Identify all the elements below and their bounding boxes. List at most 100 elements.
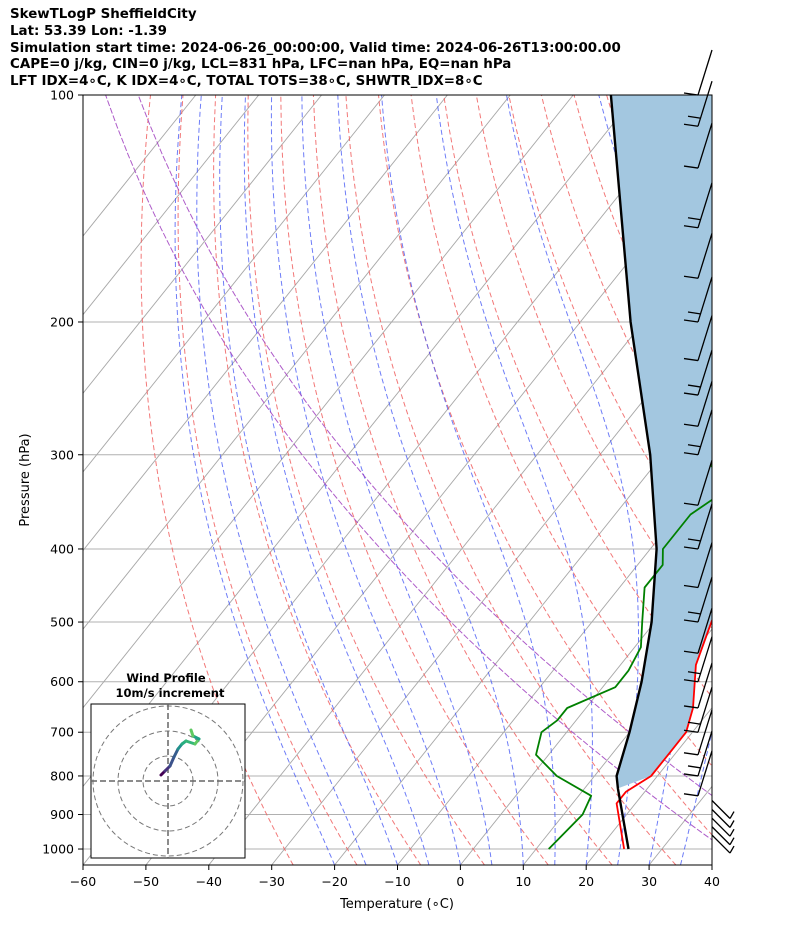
barb-flag xyxy=(729,828,735,837)
barb-flag xyxy=(683,123,699,127)
barb-flag xyxy=(683,679,699,683)
barb-staff xyxy=(697,709,713,756)
barb-flag xyxy=(687,311,702,315)
temperature-line xyxy=(615,618,712,850)
barb-flag xyxy=(683,275,699,279)
index-line: LFT IDX=4∘C, K IDX=4∘C, TOTAL TOTS=38∘C,… xyxy=(10,74,483,90)
chart-header: SkewTLogP SheffieldCity Lat: 53.39 Lon: … xyxy=(10,7,621,91)
wind-barb xyxy=(683,315,713,362)
dry-adiabat xyxy=(213,95,422,865)
wind-barb xyxy=(711,800,735,819)
barb-flag xyxy=(683,546,699,550)
wind-barb xyxy=(683,49,713,96)
y-tick-label: 1000 xyxy=(42,842,74,857)
moist-adiabat xyxy=(337,95,524,865)
barb-flag xyxy=(687,611,702,615)
wind-barb xyxy=(683,576,713,623)
isotherm-line xyxy=(460,549,712,865)
wind-barb xyxy=(711,809,735,828)
wind-barb xyxy=(683,122,713,169)
wind-barb xyxy=(683,460,713,506)
dry-adiabat xyxy=(770,95,794,865)
hodograph-trace xyxy=(184,739,197,746)
barb-staff xyxy=(711,800,731,819)
barb-flag xyxy=(729,837,735,846)
barb-staff xyxy=(711,817,731,837)
x-tick-label: 10 xyxy=(515,874,531,889)
dry-adiabat xyxy=(177,95,358,865)
isotherm-line xyxy=(271,313,712,865)
barb-flag xyxy=(687,538,702,542)
isotherm-line xyxy=(585,707,712,865)
hodograph-trace xyxy=(189,728,195,738)
wind-barb xyxy=(683,349,713,396)
y-tick-label: 100 xyxy=(50,88,74,103)
barb-flag xyxy=(683,773,699,777)
wind-barb xyxy=(711,826,735,846)
barb-staff xyxy=(697,460,713,506)
dry-adiabat xyxy=(475,95,712,630)
wind-barb xyxy=(683,503,713,550)
barb-staff xyxy=(711,809,731,828)
wind-barb xyxy=(683,276,713,323)
x-tick-label: −50 xyxy=(133,874,159,889)
chart-title: SkewTLogP SheffieldCity xyxy=(10,7,197,22)
isotherm-line xyxy=(83,95,448,552)
barb-flag xyxy=(683,705,699,709)
moist-adiabat xyxy=(174,95,336,865)
dry-adiabat xyxy=(140,95,294,865)
wind-barb xyxy=(683,750,713,797)
y-tick-label: 300 xyxy=(50,447,74,462)
barb-staff xyxy=(711,826,731,846)
y-tick-label: 500 xyxy=(50,615,74,630)
moist-adiabat xyxy=(506,95,639,865)
isotherm-line xyxy=(83,95,260,316)
x-axis-label: Temperature (∘C) xyxy=(339,897,454,912)
moist-adiabat xyxy=(381,95,556,865)
x-tick-label: 0 xyxy=(456,874,464,889)
wind-barb xyxy=(683,730,713,777)
wind-barb xyxy=(683,709,713,756)
barb-flag xyxy=(687,671,702,675)
wind-barb xyxy=(683,81,713,127)
moist-adiabat xyxy=(301,95,493,865)
barb-flag xyxy=(683,225,699,229)
barb-flag xyxy=(683,584,699,589)
moist-adiabat xyxy=(243,95,430,865)
dewpoint-line xyxy=(535,461,712,850)
barb-flag xyxy=(683,793,699,797)
dry-adiabat xyxy=(703,95,712,117)
x-tick-label: −40 xyxy=(196,874,222,889)
barb-flag xyxy=(683,619,699,623)
barb-flag xyxy=(683,319,699,323)
y-axis-label: Pressure (hPa) xyxy=(18,433,33,526)
mixing-ratio-line xyxy=(137,95,712,797)
x-tick-label: −60 xyxy=(70,874,96,889)
hodograph-trace xyxy=(168,755,176,768)
y-tick-label: 400 xyxy=(50,541,74,556)
isotherm-line xyxy=(83,95,511,630)
barb-flag xyxy=(683,357,699,362)
dry-adiabat xyxy=(443,95,712,698)
isotherm-line xyxy=(83,95,322,394)
barb-staff xyxy=(697,315,713,361)
wind-barb xyxy=(711,817,735,837)
y-tick-label: 700 xyxy=(50,725,74,740)
moist-adiabat xyxy=(711,862,712,865)
x-tick-label: 20 xyxy=(578,874,594,889)
barb-flag xyxy=(687,765,702,769)
barb-flag xyxy=(687,721,702,725)
barb-flag xyxy=(687,115,702,119)
barb-staff xyxy=(697,730,713,777)
barb-flag xyxy=(683,165,699,169)
y-tick-label: 600 xyxy=(50,674,74,689)
barb-flag xyxy=(683,423,699,427)
cape-shaded-area xyxy=(610,95,712,789)
moist-adiabat xyxy=(270,95,461,865)
barb-flag xyxy=(683,392,699,396)
barb-flag xyxy=(729,845,735,854)
dry-adiabat xyxy=(410,95,712,767)
barb-staff xyxy=(697,233,713,279)
barb-staff xyxy=(697,49,713,96)
